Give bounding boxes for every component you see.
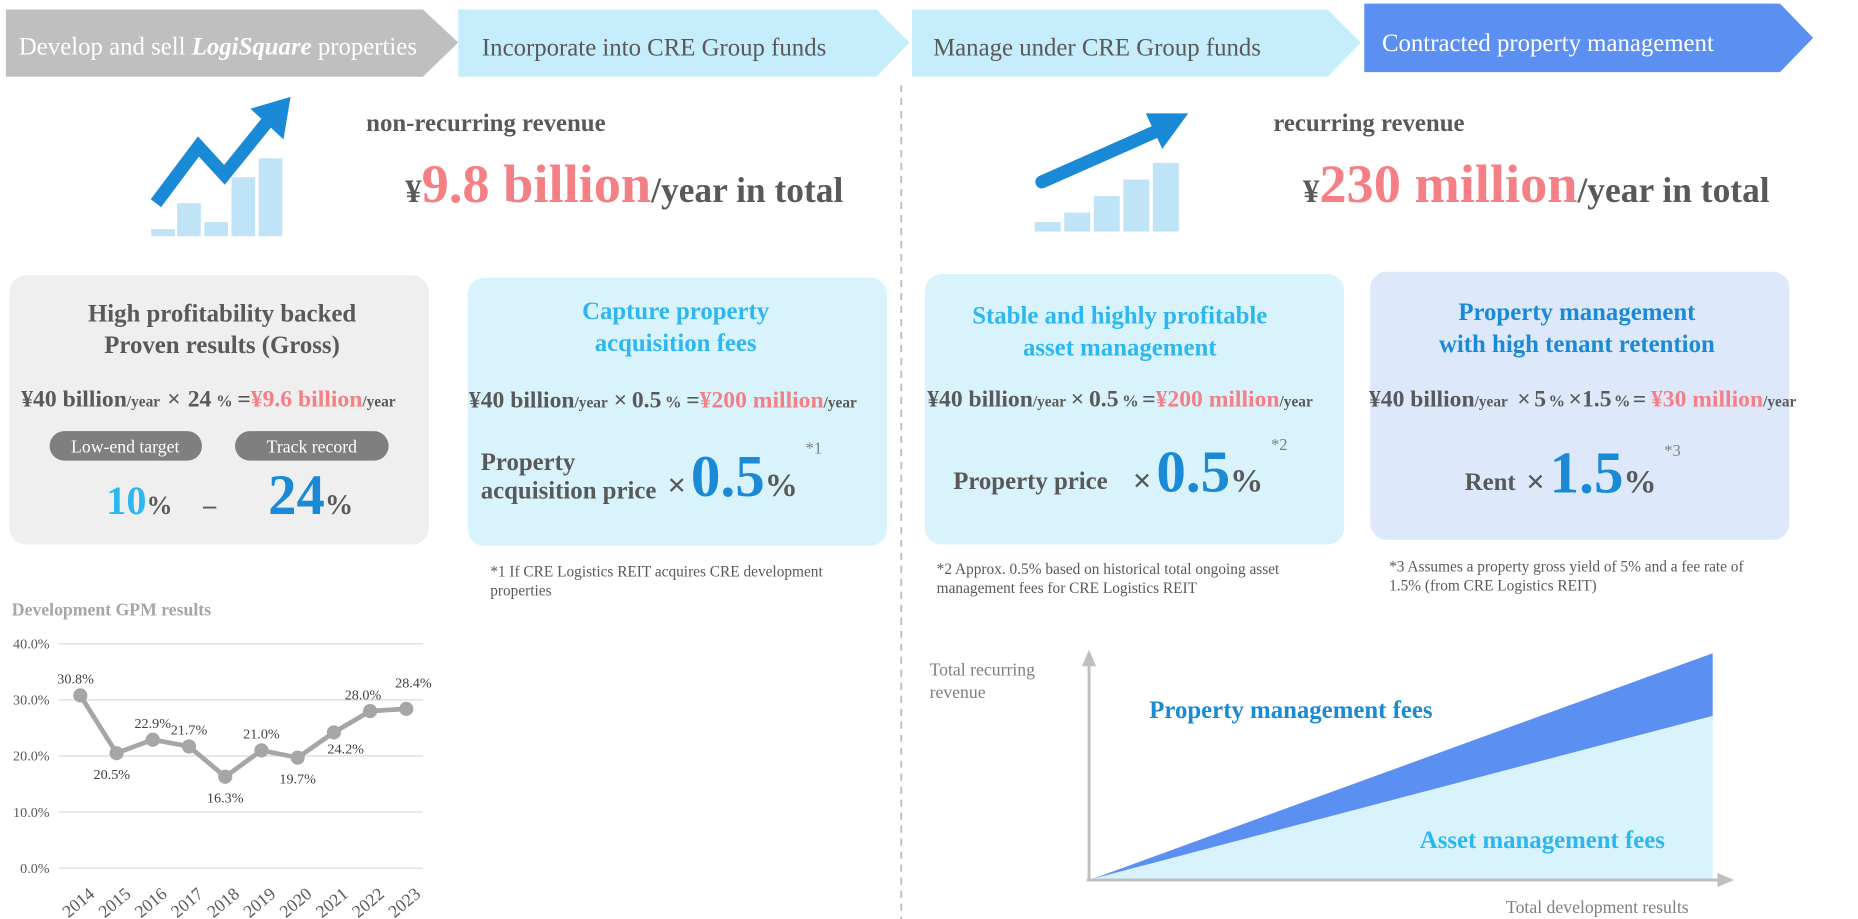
basis-label: Rent bbox=[1465, 469, 1517, 496]
card-title: asset management bbox=[1023, 335, 1217, 362]
x-tick-label: 2022 bbox=[348, 883, 388, 919]
y-tick-label: 10.0% bbox=[13, 805, 50, 821]
point bbox=[290, 750, 305, 765]
line bbox=[78, 694, 407, 780]
basis-label: acquisition price bbox=[481, 477, 657, 504]
value-label: 24.2% bbox=[327, 742, 364, 758]
card-title: with high tenant retention bbox=[1439, 331, 1715, 358]
card-title: High profitability backed bbox=[88, 300, 356, 327]
card-title: Stable and highly profitable bbox=[972, 303, 1267, 330]
gpm-chart: 0.0%10.0%20.0%30.0%40.0%30.8%20.5%22.9% 2… bbox=[13, 636, 432, 919]
formula: ¥40 billion/year × 5% ×1.5% = ¥30 million/yea… bbox=[1369, 386, 1797, 412]
revenue-amount: ¥230 million/year in total bbox=[1303, 154, 1770, 214]
basis-label: Property price bbox=[953, 468, 1107, 495]
point bbox=[73, 688, 88, 703]
growth-icon bbox=[150, 96, 291, 237]
card bbox=[924, 274, 1345, 545]
x-tick-label: 2015 bbox=[94, 883, 134, 919]
formula: ¥40 billion/year × 0.5% =¥200 million/year bbox=[927, 386, 1313, 412]
range: 10% –24% bbox=[106, 464, 353, 527]
x-tick-label: 2018 bbox=[203, 883, 243, 919]
growth-icon bbox=[1034, 113, 1189, 232]
footnote: management fees for CRE Logistics REIT bbox=[937, 580, 1198, 597]
step-arrow bbox=[458, 9, 910, 77]
step-label: Contracted property management bbox=[1382, 30, 1714, 57]
step-arrow bbox=[1364, 3, 1814, 73]
x-tick-label: 2019 bbox=[239, 883, 279, 919]
x-tick-label: 2014 bbox=[58, 883, 98, 919]
axis-arrow bbox=[1717, 872, 1734, 888]
pill bbox=[235, 431, 389, 461]
y-tick-label: 0.0% bbox=[20, 861, 50, 877]
step-arrow bbox=[911, 9, 1361, 77]
x-tick-label: 2017 bbox=[167, 883, 207, 919]
axis-arrow bbox=[1081, 649, 1097, 667]
revenue-label: non-recurring revenue bbox=[366, 110, 605, 137]
card-title: Proven results (Gross) bbox=[104, 332, 340, 359]
y-tick-label: 20.0% bbox=[13, 749, 50, 765]
revenue-amount: ¥9.8 billion/year in total bbox=[405, 154, 843, 214]
card-title: Property management bbox=[1458, 299, 1696, 326]
axis-label: Total recurring bbox=[930, 660, 1036, 680]
note-mark: *2 bbox=[1271, 435, 1288, 454]
point bbox=[218, 769, 233, 784]
card bbox=[9, 275, 429, 545]
step-arrow bbox=[5, 9, 459, 77]
point bbox=[145, 732, 160, 747]
pm-fee-area bbox=[1092, 653, 1713, 879]
point bbox=[326, 725, 341, 740]
axis-label: Total development results bbox=[1506, 897, 1689, 917]
point bbox=[254, 743, 269, 758]
card-title: acquisition fees bbox=[595, 330, 757, 357]
value-label: 21.0% bbox=[243, 727, 280, 743]
card-title: Capture property bbox=[582, 298, 770, 325]
step-label: Develop and sell LogiSquare properties bbox=[19, 33, 417, 60]
pill-label: Track record bbox=[267, 436, 357, 456]
chart-title: Development GPM results bbox=[12, 599, 211, 619]
point bbox=[363, 704, 378, 719]
formula: ¥40 billion/year × 24% =¥9.6 billion/year bbox=[21, 386, 395, 412]
value-label: 28.4% bbox=[395, 676, 432, 692]
value-label: 19.7% bbox=[279, 772, 316, 788]
area-label: Asset management fees bbox=[1420, 827, 1665, 854]
step-label: Manage under CRE Group funds bbox=[933, 35, 1261, 62]
footnote: 1.5% (from CRE Logistics REIT) bbox=[1389, 578, 1597, 595]
value-label: 20.5% bbox=[94, 767, 131, 783]
note-mark: *3 bbox=[1664, 441, 1681, 460]
area-label: Property management fees bbox=[1149, 697, 1433, 724]
card bbox=[467, 277, 888, 546]
footnote: *3 Assumes a property gross yield of 5% … bbox=[1389, 559, 1744, 576]
axis-label: revenue bbox=[930, 682, 986, 702]
value-label: 22.9% bbox=[134, 716, 171, 732]
value-label: 28.0% bbox=[345, 687, 382, 703]
footnote: *2 Approx. 0.5% based on historical tota… bbox=[937, 561, 1280, 578]
y-tick-label: 40.0% bbox=[13, 636, 50, 652]
rate: ×0.5% bbox=[1133, 438, 1263, 504]
x-tick-label: 2020 bbox=[276, 883, 316, 919]
footnote: properties bbox=[490, 582, 551, 599]
note-mark: *1 bbox=[806, 439, 823, 458]
point bbox=[109, 746, 124, 761]
value-label: 16.3% bbox=[207, 791, 244, 807]
pill-label: Low-end target bbox=[71, 436, 179, 456]
formula: ¥40 billion/year × 0.5% =¥200 million/year bbox=[469, 388, 857, 414]
step-label: Incorporate into CRE Group funds bbox=[482, 35, 826, 62]
point bbox=[399, 701, 414, 716]
x-tick-label: 2023 bbox=[384, 883, 424, 919]
value-label: 30.8% bbox=[57, 672, 94, 688]
card bbox=[1370, 271, 1790, 540]
x-tick-label: 2016 bbox=[131, 883, 171, 919]
pill bbox=[49, 431, 202, 461]
rate: ×0.5% bbox=[667, 443, 797, 509]
basis-label: Property bbox=[481, 449, 576, 476]
footnote: *1 If CRE Logistics REIT acquires CRE de… bbox=[490, 563, 823, 580]
rate: ×1.5% bbox=[1526, 440, 1656, 506]
point bbox=[181, 739, 197, 754]
x-tick-label: 2021 bbox=[312, 883, 352, 919]
revenue-label: recurring revenue bbox=[1273, 110, 1464, 137]
value-label: 21.7% bbox=[171, 723, 208, 739]
y-tick-label: 30.0% bbox=[13, 693, 50, 709]
